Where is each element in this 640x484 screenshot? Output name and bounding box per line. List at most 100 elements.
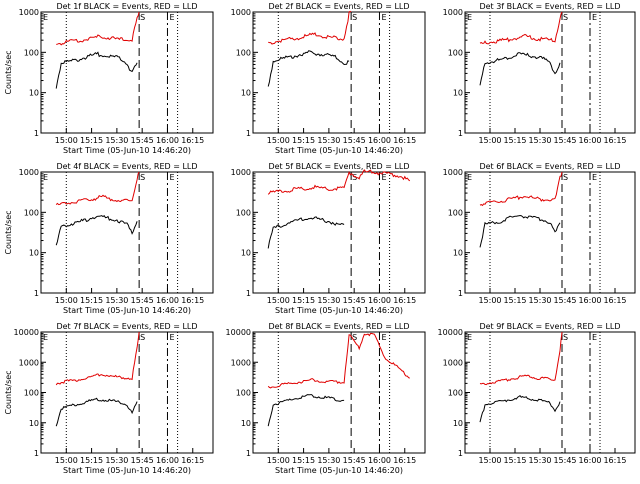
x-tick-label: 15:45 — [343, 456, 366, 465]
x-tick-label: 15:30 — [105, 136, 128, 145]
x-tick-label: 16:15 — [603, 296, 626, 305]
x-tick-label: 16:00 — [578, 296, 601, 305]
marker-S: S — [563, 173, 568, 182]
marker-E-left: E — [467, 333, 472, 342]
plot-panel-4: Det 4f BLACK = Events, RED = LLD 1 10 100 10… — [4, 162, 214, 315]
y-tick-label: 1000 — [231, 168, 251, 177]
x-tick-label: 16:00 — [156, 456, 179, 465]
x-axis-label: Start Time (05-Jun-10 14:46:20) — [275, 306, 403, 315]
series-line-black — [267, 50, 350, 87]
y-tick-label: 1000 — [443, 8, 463, 17]
plot-panel-5: Det 5f BLACK = Events, RED = LLD 1 10 100 10… — [231, 162, 426, 315]
x-tick-label: 15:15 — [292, 136, 315, 145]
series-line-black — [267, 216, 345, 249]
x-axis-label: Start Time (05-Jun-10 14:46:20) — [63, 306, 191, 315]
plot-panel-2: Det 2f BLACK = Events, RED = LLD 1 10 100 10… — [231, 2, 426, 155]
x-axis-label: Start Time (05-Jun-10 14:46:20) — [275, 466, 403, 475]
x-tick-label: 15:00 — [55, 296, 78, 305]
series-line-black — [55, 51, 138, 89]
y-tick-label: 1 — [246, 129, 251, 138]
x-tick-label: 15:15 — [503, 136, 526, 145]
y-tick-label: 100 — [24, 48, 39, 57]
x-tick-label: 15:00 — [478, 456, 501, 465]
y-tick-label: 100 — [24, 208, 39, 217]
marker-E-right: E — [381, 333, 386, 342]
plot-frame — [252, 331, 426, 454]
x-axis-label: Start Time (05-Jun-10 14:46:20) — [63, 146, 191, 155]
series-line-red — [267, 169, 411, 195]
y-tick-label: 1000 — [19, 168, 39, 177]
plot-frame — [40, 331, 214, 454]
y-tick-label: 1 — [34, 129, 39, 138]
y-tick-label: 10 — [453, 249, 463, 258]
y-tick-label: 1000 — [19, 358, 39, 367]
x-tick-label: 15:00 — [267, 456, 290, 465]
x-tick-label: 15:30 — [317, 136, 340, 145]
plot-title: Det 4f BLACK = Events, RED = LLD — [56, 162, 197, 171]
y-tick-label: 100 — [236, 208, 251, 217]
x-tick-label: 15:45 — [553, 296, 576, 305]
plot-title: Det 2f BLACK = Events, RED = LLD — [268, 2, 409, 11]
x-tick-label: 15:30 — [528, 456, 551, 465]
x-tick-label: 15:15 — [292, 456, 315, 465]
y-tick-label: 1000 — [443, 358, 463, 367]
y-tick-label: 10000 — [14, 328, 39, 337]
x-tick-label: 15:45 — [343, 296, 366, 305]
plot-panel-6: Det 6f BLACK = Events, RED = LLD 1 10 100 10… — [443, 162, 636, 305]
marker-S: S — [352, 333, 357, 342]
plot-panel-9: Det 9f BLACK = Events, RED = LLD 1 10 100 10… — [438, 322, 636, 465]
x-tick-label: 16:15 — [181, 456, 204, 465]
series-line-red — [56, 11, 140, 46]
x-tick-label: 15:00 — [267, 296, 290, 305]
y-tick-label: 100 — [236, 48, 251, 57]
x-tick-label: 15:00 — [478, 136, 501, 145]
y-tick-label: 1 — [246, 289, 251, 298]
y-tick-label: 100 — [448, 48, 463, 57]
y-tick-label: 1 — [34, 449, 39, 458]
series-line-black — [55, 397, 138, 427]
marker-E-left: E — [43, 13, 48, 22]
x-tick-label: 15:00 — [55, 456, 78, 465]
y-tick-label: 1 — [458, 449, 463, 458]
x-tick-label: 16:15 — [393, 456, 416, 465]
x-tick-label: 16:00 — [156, 296, 179, 305]
x-tick-label: 15:30 — [317, 456, 340, 465]
y-axis-label: Counts/sec — [4, 370, 13, 414]
y-tick-label: 100 — [236, 389, 251, 398]
x-axis-label: Start Time (05-Jun-10 14:46:20) — [275, 146, 403, 155]
x-tick-label: 15:00 — [478, 296, 501, 305]
x-tick-label: 15:15 — [80, 136, 103, 145]
plot-title: Det 5f BLACK = Events, RED = LLD — [268, 162, 409, 171]
x-tick-label: 16:15 — [603, 456, 626, 465]
x-axis-label: Start Time (05-Jun-10 14:46:20) — [63, 466, 191, 475]
y-tick-label: 1 — [34, 289, 39, 298]
x-tick-label: 15:45 — [553, 136, 576, 145]
plot-panel-8: Det 8f BLACK = Events, RED = LLD 1 10 100 10… — [226, 322, 426, 475]
x-tick-label: 15:30 — [528, 296, 551, 305]
marker-S: S — [563, 13, 568, 22]
plot-frame — [252, 11, 426, 134]
y-tick-label: 10000 — [226, 328, 251, 337]
plot-title: Det 1f BLACK = Events, RED = LLD — [56, 2, 197, 11]
x-tick-label: 15:00 — [267, 136, 290, 145]
x-tick-label: 15:00 — [55, 136, 78, 145]
plot-frame — [464, 11, 636, 134]
y-tick-label: 100 — [24, 389, 39, 398]
y-axis-label: Counts/sec — [4, 50, 13, 94]
x-tick-label: 16:15 — [181, 296, 204, 305]
plot-title: Det 3f BLACK = Events, RED = LLD — [479, 2, 620, 11]
x-tick-label: 16:15 — [603, 136, 626, 145]
marker-S: S — [563, 333, 568, 342]
y-tick-label: 1 — [458, 129, 463, 138]
plot-title: Det 7f BLACK = Events, RED = LLD — [56, 322, 197, 331]
series-line-red — [479, 11, 563, 45]
marker-E-right: E — [169, 333, 174, 342]
series-line-red — [55, 171, 140, 206]
x-tick-label: 15:15 — [292, 296, 315, 305]
marker-E-right: E — [381, 13, 386, 22]
y-tick-label: 1000 — [231, 358, 251, 367]
series-line-black — [479, 52, 561, 86]
x-tick-label: 15:30 — [105, 296, 128, 305]
